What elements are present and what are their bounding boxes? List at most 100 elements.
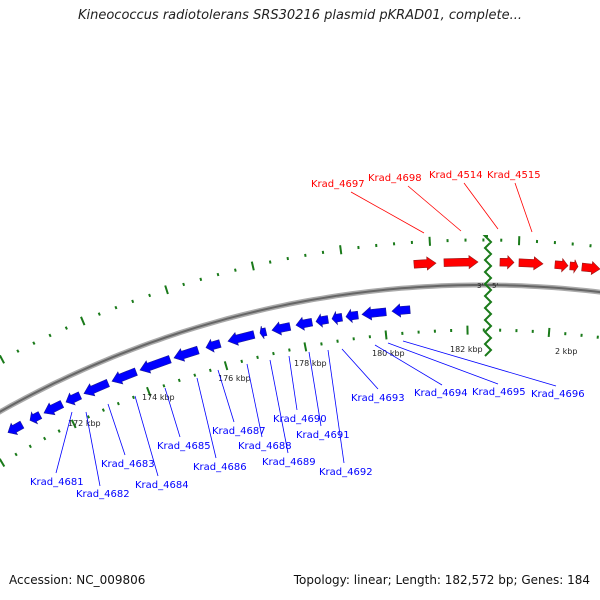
reverse-feature-arrow: [7, 420, 25, 436]
outer-minor-tick: [268, 260, 272, 264]
reverse-feature-arrow: [65, 391, 82, 406]
inner-major-tick: [303, 342, 308, 352]
backbone-line: [0, 284, 600, 413]
reverse-strand-features: [7, 303, 411, 436]
accession-text: Accession: NC_009806: [9, 573, 146, 587]
inner-major-tick: [547, 327, 551, 337]
gene-leader-line: [217, 369, 235, 423]
inner-minor-tick: [131, 395, 135, 400]
inner-minor-tick: [162, 384, 166, 388]
reverse-feature-arrow: [43, 400, 65, 416]
right-end-label: 5': [492, 282, 498, 290]
gene-label: Krad_4691: [296, 430, 350, 441]
map-title: Kineococcus radiotolerans SRS30216 plasm…: [77, 8, 523, 23]
scale-label: 182 kbp: [450, 345, 483, 354]
gene-leader-line: [407, 185, 462, 232]
gene-label: Krad_4692: [319, 467, 373, 478]
forward-feature-arrow: [554, 257, 569, 273]
inner-minor-tick: [28, 444, 32, 449]
reverse-feature-arrow: [227, 330, 256, 346]
inner-major-tick: [384, 330, 388, 340]
forward-feature-arrow: [443, 255, 479, 270]
forward-feature-arrow: [499, 255, 515, 270]
inner-minor-tick: [336, 339, 339, 343]
outer-minor-tick: [234, 268, 237, 272]
left-end-label: 3': [477, 282, 483, 290]
gene-label: Krad_4698: [368, 173, 422, 184]
inner-minor-tick: [193, 373, 197, 377]
gene-label: Krad_4682: [76, 489, 130, 500]
gene-label: Krad_4684: [135, 480, 189, 491]
inner-minor-tick: [116, 401, 120, 406]
gene-label: Krad_4683: [101, 459, 155, 470]
gene-label: Krad_4515: [487, 170, 541, 181]
gene-leader-line: [514, 182, 533, 233]
scale-label: 174 kbp: [142, 393, 175, 402]
forward-feature-arrow: [581, 260, 600, 276]
gene-label: Krad_4687: [212, 426, 266, 437]
outer-minor-tick: [16, 349, 20, 353]
label-leader-lines: [55, 182, 557, 487]
gene-label: Krad_4693: [351, 393, 405, 404]
gene-label: Krad_4681: [30, 477, 84, 488]
gene-leader-line: [350, 191, 425, 234]
forward-feature-arrow: [413, 256, 437, 271]
outer-major-tick: [164, 285, 169, 295]
forward-feature-arrow: [518, 256, 544, 271]
gene-leader-line: [327, 349, 345, 464]
inner-minor-tick: [177, 378, 181, 383]
sequence-backbone: [0, 282, 600, 415]
origin-zigzag: [482, 235, 493, 357]
reverse-feature-arrow: [391, 303, 411, 318]
inner-minor-tick: [288, 348, 291, 352]
gene-leader-line: [463, 182, 499, 230]
scale-label: 178 kbp: [294, 359, 327, 368]
outer-minor-tick: [199, 277, 203, 282]
gene-label: Krad_4694: [414, 388, 468, 399]
inner-minor-tick: [101, 408, 105, 412]
reverse-feature-arrow: [259, 326, 268, 339]
gene-label: Krad_4685: [157, 441, 211, 452]
scale-labels: 172 kbp 174 kbp 176 kbp 178 kbp 180 kbp 182 k…: [68, 345, 577, 428]
outer-minor-tick: [64, 326, 68, 330]
gene-label: Krad_4696: [531, 389, 585, 400]
gene-label: Krad_4514: [429, 170, 483, 181]
outer-major-tick: [428, 236, 431, 246]
reverse-feature-arrow: [271, 321, 292, 336]
scale-label: 172 kbp: [68, 419, 101, 428]
gene-leader-line: [246, 363, 263, 438]
outer-minor-tick: [32, 341, 36, 345]
reverse-feature-arrow: [315, 313, 329, 328]
gene-leader-line: [374, 344, 443, 386]
outer-major-tick: [0, 354, 5, 364]
reverse-feature-arrow: [173, 345, 200, 362]
gene-leader-line: [269, 359, 289, 454]
reverse-feature-arrow: [345, 308, 359, 324]
outer-major-tick: [80, 316, 86, 326]
gene-leader-line: [308, 351, 322, 427]
reverse-feature-arrow: [295, 316, 314, 331]
outer-minor-tick: [131, 299, 135, 304]
gene-leader-line: [196, 377, 217, 459]
reverse-feature-arrow: [83, 379, 110, 397]
topology-text: Topology: linear; Length: 182,572 bp; Ge…: [293, 573, 590, 587]
gene-leader-line: [85, 411, 101, 487]
inner-major-tick: [70, 419, 77, 429]
gene-label: Krad_4690: [273, 414, 327, 425]
gene-leader-line: [387, 342, 499, 385]
gene-label: Krad_4697: [311, 179, 365, 190]
outer-major-tick: [339, 245, 343, 255]
outer-minor-tick: [216, 272, 220, 277]
outer-minor-tick: [114, 305, 118, 310]
inner-minor-tick: [256, 355, 259, 360]
inner-tick-ring: [0, 325, 599, 468]
scale-label: 2 kbp: [555, 347, 577, 356]
reverse-feature-arrow: [139, 355, 172, 374]
reverse-feature-arrow: [29, 411, 43, 425]
origin-break: 3' 5': [477, 235, 498, 357]
inner-minor-tick: [208, 368, 212, 373]
forward-feature-arrow: [569, 259, 579, 274]
